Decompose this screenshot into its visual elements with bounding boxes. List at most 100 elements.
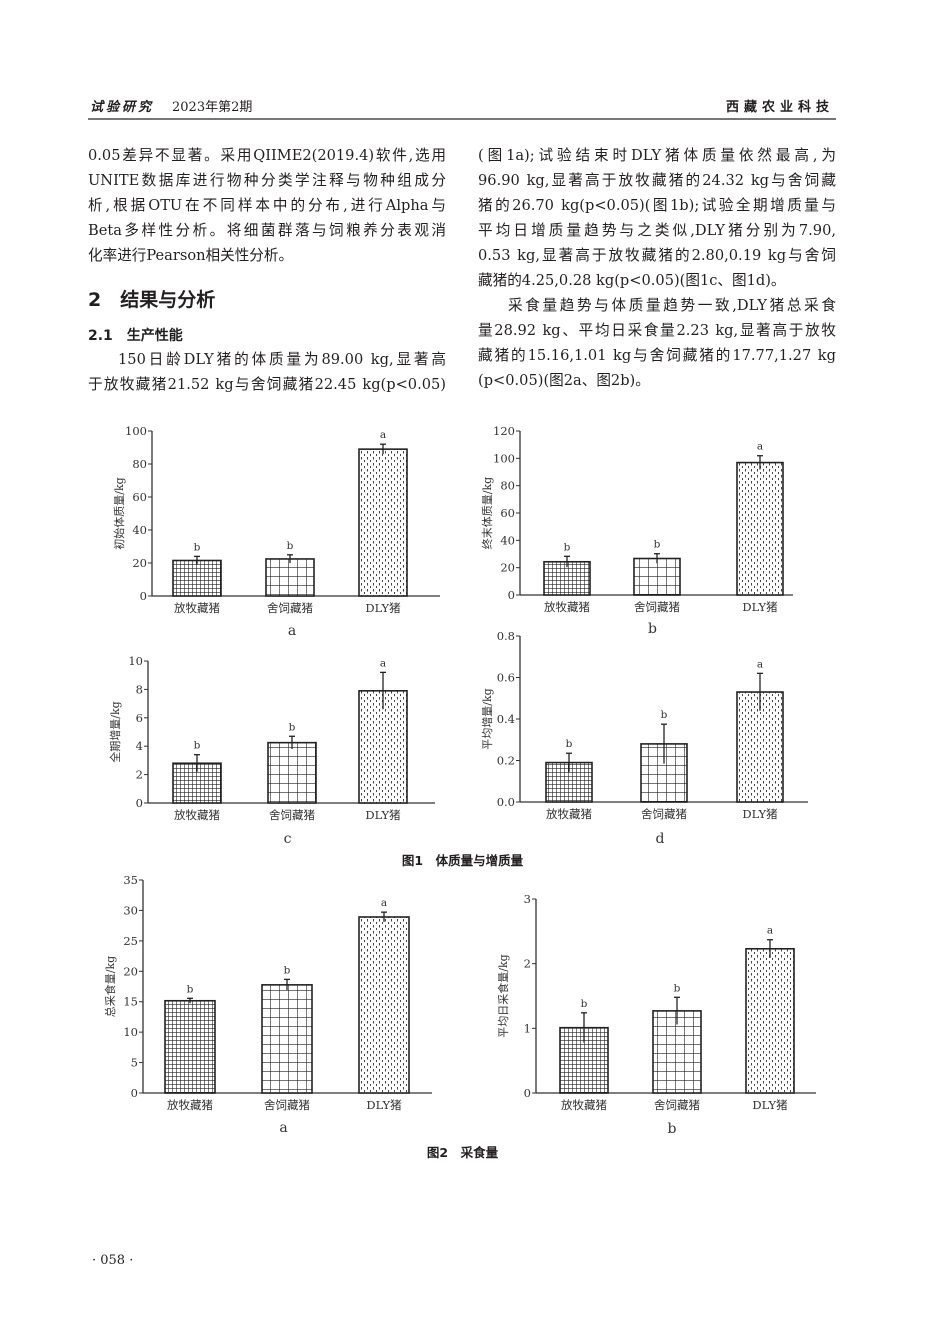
y-tick-label: 40 [500, 533, 515, 547]
text-line: 0.53 kg,显著高于放牧藏猪的2.80,0.19 kg与舍饲 [478, 247, 836, 264]
left-column: 0.05差异不显著。采用QIIME2(2019.4)软件,选用 UNITE数据库… [88, 143, 446, 397]
y-tick-label: 100 [125, 424, 147, 438]
text-line: 0.05差异不显著。采用QIIME2(2019.4)软件,选用 [88, 147, 446, 164]
section-label: 试验研究 [90, 100, 155, 115]
significance-letter: b [564, 541, 571, 553]
panel-label: a [279, 1120, 287, 1136]
y-tick-label: 2 [524, 957, 531, 971]
text-line: 于放牧藏猪21.52 kg与舍饲藏猪22.45 kg(p<0.05) [88, 376, 446, 393]
y-tick-label: 6 [136, 711, 143, 725]
y-tick-label: 25 [123, 934, 138, 948]
figure2-caption: 图2 采食量 [426, 1145, 499, 1160]
category-label: DLY猪 [366, 1098, 402, 1112]
bar [633, 557, 681, 596]
significance-letter: b [581, 998, 588, 1010]
page-number: · 058 · [92, 1253, 134, 1268]
category-label: 放牧藏猪 [546, 807, 592, 821]
y-axis-label: 平均日采食量/kg [496, 954, 510, 1037]
y-tick-label: 10 [128, 654, 143, 668]
category-label: 舍饲藏猪 [641, 807, 687, 821]
category-label: 放牧藏猪 [174, 601, 220, 615]
section-heading: 2 结果与分析 [88, 289, 216, 311]
category-label: DLY猪 [742, 807, 778, 821]
bar [267, 741, 317, 804]
category-label: 舍饲藏猪 [264, 1098, 310, 1112]
y-tick-label: 0 [140, 589, 147, 603]
category-label: 放牧藏猪 [544, 600, 590, 614]
category-label: 放牧藏猪 [174, 808, 220, 822]
bar [736, 461, 784, 596]
text-line: 藏猪的4.25,0.28 kg(p<0.05)(图1c、图1d)。 [478, 272, 786, 289]
y-axis-label: 总采食量/kg [103, 956, 117, 1017]
text-line: Beta多样性分析。将细菌群落与饲粮养分表观消 [88, 222, 446, 239]
bar [745, 947, 795, 1094]
category-label: 放牧藏猪 [167, 1098, 213, 1112]
text-line: 析,根据OTU在不同样本中的分布,进行Alpha与 [88, 197, 446, 214]
y-tick-label: 0 [524, 1086, 531, 1100]
significance-letter: a [757, 441, 763, 453]
significance-letter: b [187, 983, 194, 995]
y-tick-label: 0 [131, 1086, 138, 1100]
significance-letter: b [194, 740, 201, 752]
text-line: 150日龄DLY猪的体质量为89.00 kg,显著高 [118, 351, 446, 368]
y-axis-label: 终末体质量/kg [480, 477, 494, 549]
panel-label: c [284, 831, 292, 847]
y-tick-label: 0.6 [497, 671, 515, 685]
significance-letter: b [289, 721, 296, 733]
significance-letter: a [380, 429, 386, 441]
header-rule [88, 118, 836, 120]
y-tick-label: 0.2 [497, 754, 515, 768]
issue-label: 2023年第2期 [172, 100, 253, 115]
y-tick-label: 10 [123, 1025, 138, 1039]
right-column: (图1a);试验结束时DLY猪体质量依然最高,为 96.90 kg,显著高于放牧… [478, 143, 836, 393]
y-axis-label: 全期增量/kg [108, 701, 122, 762]
text-line: 量28.92 kg、平均日采食量2.23 kg,显著高于放牧 [478, 322, 836, 339]
y-axis-label: 初始体质量/kg [112, 477, 126, 549]
y-tick-label: 0.4 [497, 712, 515, 726]
significance-letter: a [380, 657, 386, 669]
category-label: 舍饲藏猪 [267, 601, 313, 615]
y-tick-label: 80 [132, 457, 147, 471]
text-line: 猪的26.70 kg(p<0.05)(图1b);试验全期增质量与 [478, 197, 836, 214]
text-line: 采食量趋势与体质量趋势一致,DLY猪总采食 [508, 297, 836, 314]
significance-letter: a [767, 925, 773, 937]
y-tick-label: 100 [493, 451, 515, 465]
significance-letter: b [287, 540, 294, 552]
y-tick-label: 20 [132, 556, 147, 570]
category-label: 舍饲藏猪 [634, 600, 680, 614]
bar [172, 559, 222, 597]
significance-letter: a [381, 897, 387, 909]
significance-letter: a [757, 658, 763, 670]
y-tick-label: 2 [136, 768, 143, 782]
significance-letter: b [661, 709, 668, 721]
category-label: DLY猪 [752, 1098, 788, 1112]
category-label: DLY猪 [365, 808, 401, 822]
y-tick-label: 0 [508, 588, 515, 602]
y-tick-label: 120 [493, 424, 515, 438]
significance-letter: b [654, 539, 661, 551]
y-tick-label: 60 [132, 490, 147, 504]
y-tick-label: 0.8 [497, 629, 515, 643]
y-tick-label: 30 [123, 903, 138, 917]
category-label: DLY猪 [365, 601, 401, 615]
category-label: 放牧藏猪 [561, 1098, 607, 1112]
y-tick-label: 8 [136, 682, 143, 696]
bar [164, 999, 216, 1094]
y-tick-label: 0 [136, 796, 143, 810]
y-axis-label: 平均增量/kg [480, 688, 494, 749]
y-tick-label: 5 [131, 1056, 138, 1070]
significance-letter: b [284, 964, 291, 976]
bar [358, 690, 408, 804]
text-line: 96.90 kg,显著高于放牧藏猪的24.32 kg与舍饲藏 [478, 172, 836, 189]
bar [265, 558, 315, 597]
y-tick-label: 40 [132, 523, 147, 537]
y-tick-label: 3 [524, 892, 531, 906]
significance-letter: b [674, 982, 681, 994]
text-line: 化率进行Pearson相关性分析。 [88, 247, 294, 264]
panel-label: b [648, 621, 657, 637]
bar [261, 984, 313, 1094]
panel-label: a [288, 623, 296, 639]
text-line: (图1a);试验结束时DLY猪体质量依然最高,为 [478, 147, 836, 164]
y-tick-label: 15 [123, 995, 138, 1009]
